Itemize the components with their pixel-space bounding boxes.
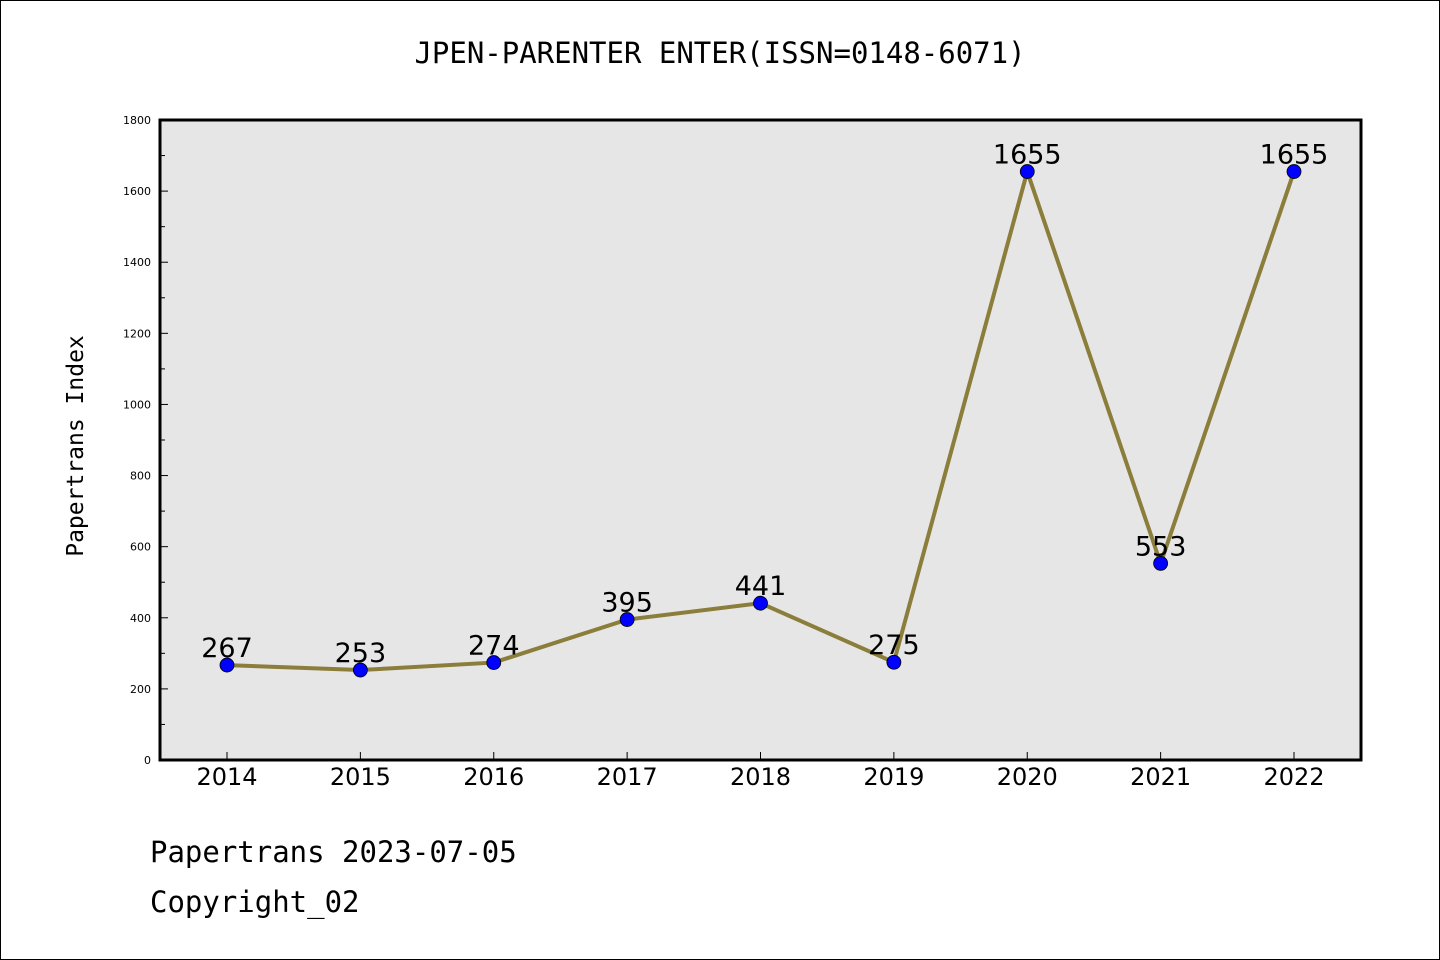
x-tick-label: 2019 — [863, 763, 924, 791]
plot-area — [160, 120, 1361, 760]
data-label: 274 — [468, 631, 520, 662]
x-tick-label: 2017 — [597, 763, 658, 791]
data-label: 441 — [735, 571, 787, 602]
data-point — [1019, 164, 1035, 179]
footer-date: Papertrans 2023-07-05 — [150, 835, 517, 869]
x-tick-label: 2016 — [463, 763, 524, 791]
data-label: 275 — [868, 630, 920, 661]
y-tick-label: 1800 — [123, 114, 151, 127]
y-tick-label: 0 — [144, 754, 151, 767]
y-tick-label: 600 — [130, 541, 151, 554]
data-point — [886, 654, 902, 670]
data-label: 267 — [201, 633, 253, 664]
data-point — [352, 662, 368, 678]
data-label: 553 — [1135, 531, 1187, 562]
chart-title: JPEN-PARENTER ENTER(ISSN=0148-6071) — [414, 36, 1026, 70]
data-point — [753, 595, 768, 611]
footer-copyright: Copyright_02 — [150, 885, 360, 919]
x-tick-label: 2020 — [997, 763, 1058, 791]
x-tick-label: 2022 — [1263, 763, 1324, 791]
data-point — [486, 655, 502, 670]
y-tick-label: 800 — [130, 470, 151, 483]
y-tick-label: 1200 — [123, 327, 151, 340]
x-tick-label: 2021 — [1130, 763, 1191, 791]
y-tick-label: 1400 — [123, 256, 151, 269]
data-point — [1153, 555, 1169, 571]
y-tick-label: 1600 — [123, 185, 151, 198]
data-label: 253 — [335, 638, 387, 669]
y-tick-label: 400 — [130, 612, 151, 625]
data-label: 395 — [601, 588, 653, 619]
data-label: 1655 — [993, 140, 1062, 171]
y-tick-label: 1000 — [123, 398, 151, 411]
data-point — [1286, 164, 1302, 179]
y-tick-label: 200 — [130, 683, 151, 696]
x-tick-label: 2015 — [330, 763, 391, 791]
data-label: 1655 — [1260, 140, 1329, 171]
data-point — [219, 657, 235, 673]
x-tick-label: 2014 — [196, 763, 257, 791]
x-tick-label: 2018 — [730, 763, 791, 791]
data-point — [619, 612, 635, 627]
plot-border — [158, 118, 1363, 762]
